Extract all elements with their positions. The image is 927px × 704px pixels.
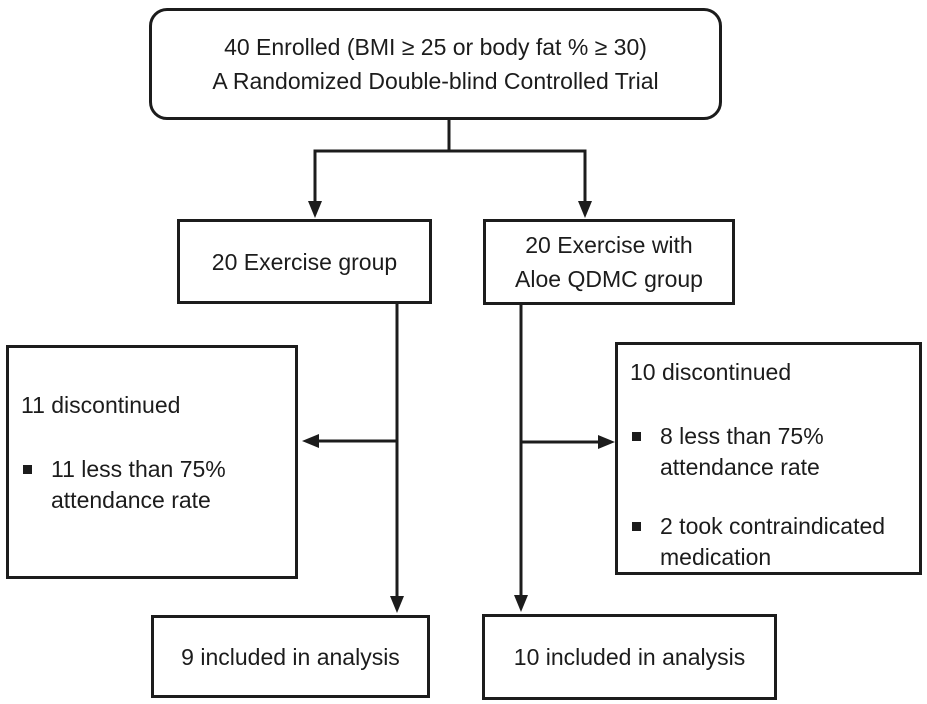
enrolled-line2: A Randomized Double-blind Controlled Tri… — [212, 68, 659, 94]
bullet-square-icon — [632, 432, 641, 441]
exercise-discontinued-box: 11 discontinued 11 less than 75% attenda… — [6, 345, 298, 579]
arrowhead-down-aloe-analysis-icon — [514, 595, 528, 612]
bullet-square-icon — [632, 522, 641, 531]
aloe-discontinued-content: 10 discontinued 8 less than 75% attendan… — [618, 345, 919, 573]
exercise-analysis-label: 9 included in analysis — [181, 643, 400, 670]
exercise-group-box: 20 Exercise group — [177, 219, 432, 304]
arrowhead-left-exercise-discontinued-icon — [302, 434, 319, 448]
exercise-group-label: 20 Exercise group — [211, 248, 398, 275]
arrowhead-down-exercise-icon — [308, 201, 322, 218]
aloe-group-line2: Aloe QDMC group — [515, 266, 703, 292]
aloe-analysis-label: 10 included in analysis — [513, 644, 746, 670]
list-item: 8 less than 75% attendance rate — [630, 421, 913, 483]
exercise-analysis-box: 9 included in analysis — [151, 615, 430, 698]
enrolled-line1: 40 Enrolled (BMI ≥ 25 or body fat % ≥ 30… — [224, 34, 647, 60]
aloe-discontinued-bullet-2: 2 took contraindicated medication — [660, 513, 886, 570]
aloe-discontinued-bullet-1: 8 less than 75% attendance rate — [660, 423, 824, 480]
aloe-group-line1: 20 Exercise with — [525, 232, 693, 258]
aloe-discontinued-box: 10 discontinued 8 less than 75% attendan… — [615, 342, 922, 575]
exercise-discontinued-bullet-1: 11 less than 75% attendance rate — [51, 456, 226, 513]
bullet-square-icon — [23, 465, 32, 474]
enrolled-box: 40 Enrolled (BMI ≥ 25 or body fat % ≥ 30… — [149, 8, 722, 120]
arrowhead-down-aloe-icon — [578, 201, 592, 218]
arrowhead-right-aloe-discontinued-icon — [598, 435, 615, 449]
exercise-discontinued-content: 11 discontinued 11 less than 75% attenda… — [9, 348, 295, 516]
list-item: 2 took contraindicated medication — [630, 511, 913, 573]
aloe-group-box: 20 Exercise with Aloe QDMC group — [483, 219, 735, 305]
exercise-discontinued-title: 11 discontinued — [21, 392, 181, 418]
aloe-discontinued-title: 10 discontinued — [630, 359, 792, 385]
arrowhead-down-exercise-analysis-icon — [390, 596, 404, 613]
list-item: 11 less than 75% attendance rate — [21, 454, 289, 516]
aloe-analysis-box: 10 included in analysis — [482, 614, 777, 700]
